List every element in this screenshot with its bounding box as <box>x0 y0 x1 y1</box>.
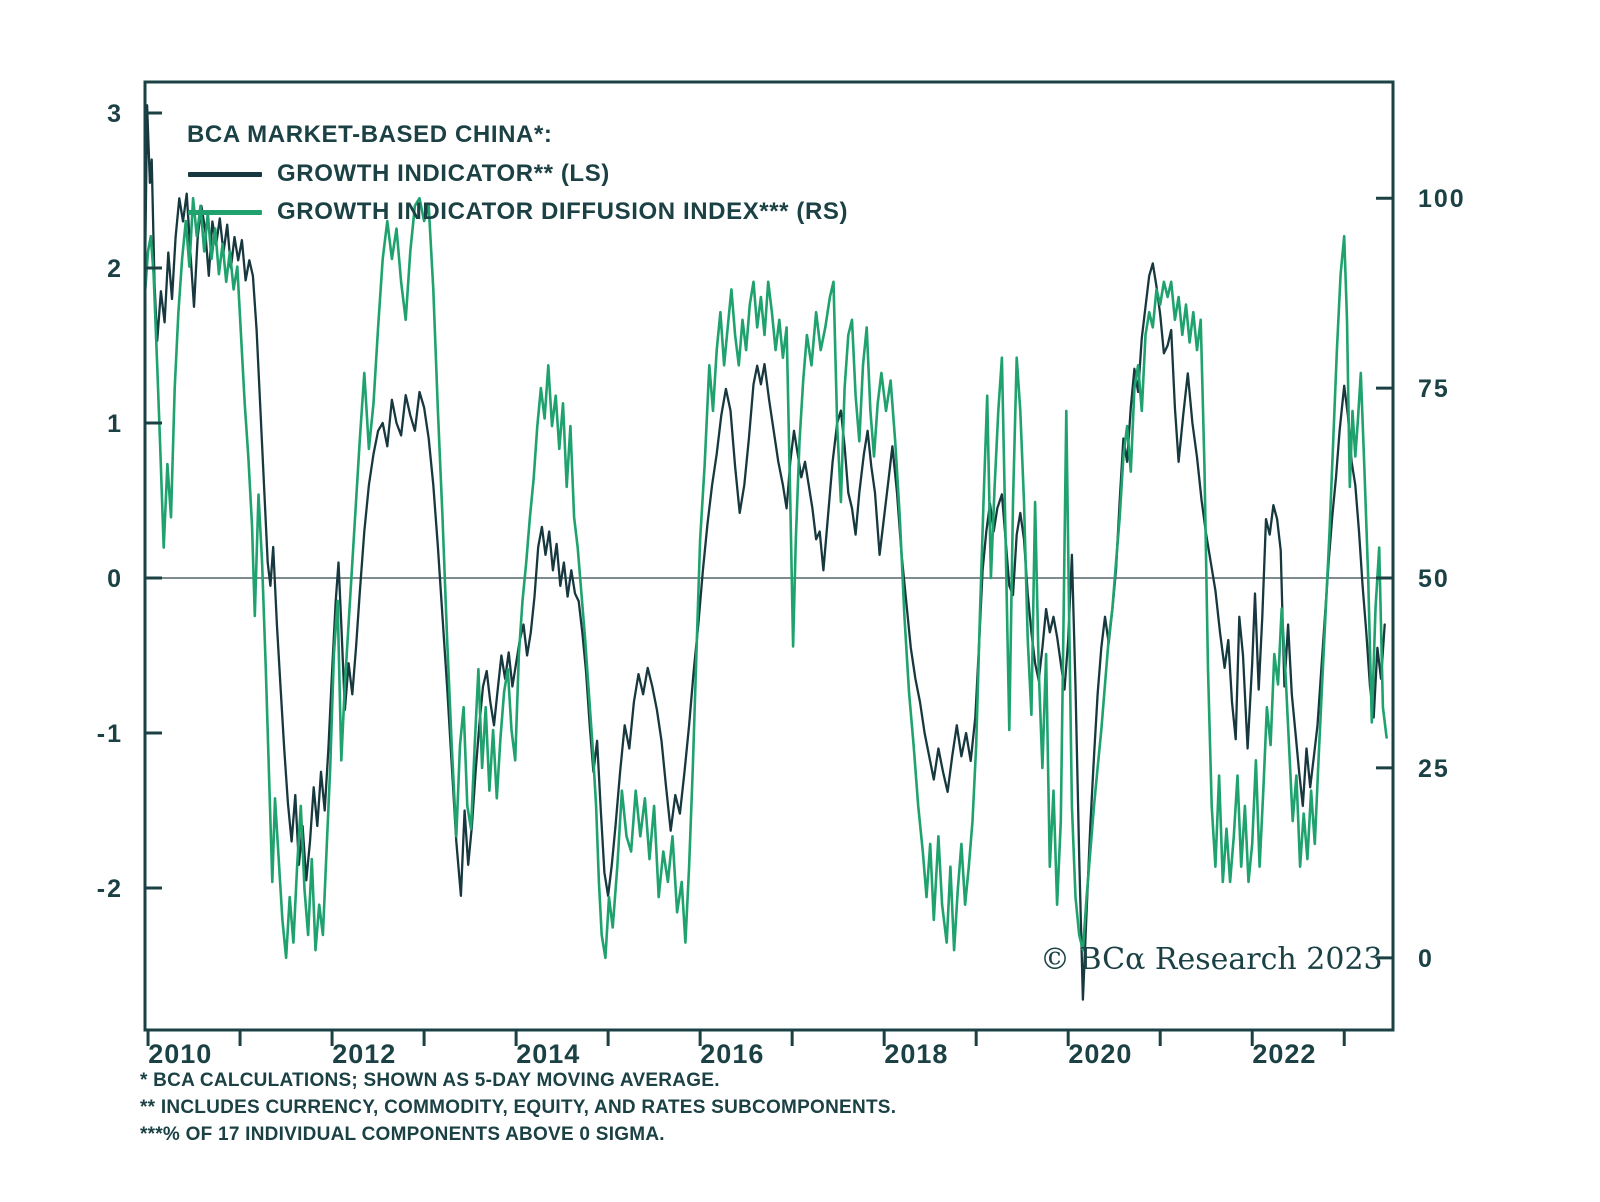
x-axis-label: 2018 <box>884 1039 948 1069</box>
right-axis-tick-label: 0 <box>1418 945 1434 973</box>
legend-swatch-diffusion-index <box>188 210 262 215</box>
right-axis-tick-label: 100 <box>1418 185 1466 213</box>
left-axis-tick-label: 2 <box>107 255 123 283</box>
right-axis-tick-label: 25 <box>1418 755 1450 783</box>
x-axis-label: 2022 <box>1252 1039 1316 1069</box>
x-axis-label: 2010 <box>148 1039 212 1069</box>
legend-label-diffusion-index: GROWTH INDICATOR DIFFUSION INDEX*** (RS) <box>277 198 849 225</box>
left-axis-tick-label: -1 <box>97 720 123 748</box>
x-axis-label: 2014 <box>516 1039 580 1069</box>
footnote-3: ***% OF 17 INDIVIDUAL COMPONENTS ABOVE 0… <box>140 1124 665 1145</box>
copyright-notice: © BCα Research 2023 <box>1040 942 1383 977</box>
left-axis-tick-label: 3 <box>107 100 123 128</box>
legend-swatch-growth-indicator <box>188 172 262 177</box>
growth-indicator-line <box>144 104 1386 1001</box>
legend-label-growth-indicator: GROWTH INDICATOR** (LS) <box>277 160 610 187</box>
x-axis-label: 2020 <box>1068 1039 1132 1069</box>
left-axis-tick-label: 1 <box>107 410 123 438</box>
plot-frame <box>143 80 1395 1032</box>
footnote-1: * BCA CALCULATIONS; SHOWN AS 5-DAY MOVIN… <box>140 1070 720 1091</box>
left-axis-tick-label: 0 <box>107 565 123 593</box>
diffusion-index-line <box>144 196 1388 960</box>
chart-title: BCA MARKET-BASED CHINA*: <box>187 121 553 148</box>
right-axis-tick-label: 50 <box>1418 565 1450 593</box>
x-axis-label: 2016 <box>700 1039 764 1069</box>
x-axis-label: 2012 <box>332 1039 396 1069</box>
left-axis-tick-label: -2 <box>97 875 123 903</box>
footnote-2: ** INCLUDES CURRENCY, COMMODITY, EQUITY,… <box>140 1097 897 1118</box>
right-axis-tick-label: 75 <box>1418 375 1450 403</box>
